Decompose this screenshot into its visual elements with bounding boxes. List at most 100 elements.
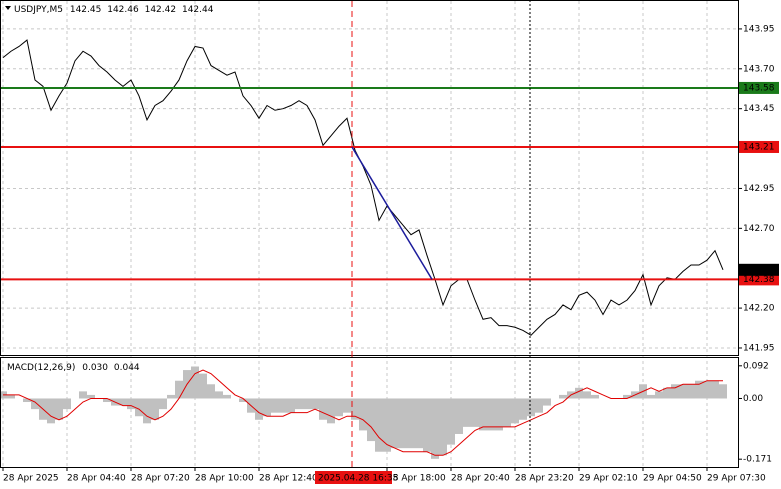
macd-bar (663, 387, 671, 399)
macd-bar (279, 398, 287, 413)
y-tick-label: 143.70 (743, 64, 775, 74)
macd-bar (687, 384, 695, 399)
macd-bar (47, 398, 55, 424)
macd-bar (439, 398, 447, 456)
macd-bar (367, 398, 375, 442)
marks-layer (0, 39, 738, 459)
macd-bar (391, 398, 399, 449)
macd-bar (255, 398, 263, 420)
high: 142.46 (107, 5, 139, 15)
price-tag (739, 263, 779, 276)
macd-bar (327, 398, 335, 424)
grid-layer (1, 1, 738, 467)
macd-panel-border (0, 357, 739, 468)
macd-bar (55, 398, 63, 420)
x-tick-label: 28 Apr 04:40 (67, 474, 126, 484)
y-tick-label: 141.95 (743, 343, 775, 353)
macd-bar (295, 398, 303, 410)
level-tag-label: 143.21 (743, 142, 775, 152)
macd-bar (215, 391, 223, 399)
macd-bar (415, 398, 423, 449)
macd-bar (383, 398, 391, 452)
x-tick-label: 28 Apr 07:20 (131, 474, 190, 484)
level-tag (739, 81, 779, 94)
macd-bar (623, 394, 631, 399)
level-tag-label: 142.38 (743, 275, 775, 285)
macd-bar (335, 398, 343, 417)
y-tick-label: 0.092 (743, 361, 769, 371)
macd-bar (535, 398, 543, 413)
macd-bar (711, 380, 719, 399)
macd-bar (143, 398, 151, 424)
macd-bar (719, 384, 727, 399)
crosshair-box (315, 471, 392, 484)
macd-bar (23, 398, 31, 403)
macd-bar (319, 398, 327, 420)
x-tick-label: 29 Apr 07:30 (707, 474, 766, 484)
open: 142.45 (70, 5, 102, 15)
y-tick-label: 142.70 (743, 224, 775, 234)
macd-bar (471, 398, 479, 427)
macd-bar (199, 373, 207, 399)
macd-bar (503, 398, 511, 427)
price-tag-label: 142.44 (743, 265, 775, 275)
macd-bar (455, 398, 463, 434)
close: 142.44 (182, 5, 214, 15)
x-tick-label: 28 Apr 2025 (3, 474, 59, 484)
macd-bar (575, 387, 583, 399)
macd-bar (167, 394, 175, 399)
macd-bar (31, 398, 39, 410)
macd-bar (175, 380, 183, 399)
x-tick-label: 28 Apr 23:20 (515, 474, 574, 484)
macd-bar (223, 394, 231, 399)
y-tick-label: 0.00 (743, 394, 763, 404)
level-tag (739, 273, 779, 286)
macd-bar (559, 394, 567, 399)
macd-bar (487, 398, 495, 431)
macd-bar (655, 391, 663, 399)
macd-bar (703, 380, 711, 399)
macd-bar (63, 398, 71, 410)
signal-line (3, 369, 723, 456)
y-tick-label: 143.45 (743, 104, 775, 114)
macd-bar (479, 398, 487, 431)
macd-bar (375, 398, 383, 452)
macd-bar (511, 398, 519, 424)
macd-bar (263, 398, 271, 417)
y-tick-label: 142.20 (743, 304, 775, 314)
crosshair-label: 2025.04.28 16:35 (318, 474, 398, 484)
trend-line (351, 146, 433, 280)
macd-bar (407, 398, 415, 449)
symbol: USDJPY,M5 (14, 5, 63, 15)
x-tick-label: 28 Apr 20:40 (451, 474, 510, 484)
macd-bar (271, 398, 279, 413)
x-tick-label: 28 Apr 10:00 (195, 474, 254, 484)
macd-bar (583, 391, 591, 399)
macd-bar (695, 380, 703, 399)
x-tick-label: 28 Apr 18:00 (387, 474, 446, 484)
macd-bar (679, 384, 687, 399)
macd-bar (127, 398, 135, 410)
macd-bar (543, 398, 551, 406)
macd-bar (463, 398, 471, 427)
macd-bar (343, 398, 351, 413)
macd-bar (447, 398, 455, 445)
macd-bar (591, 394, 599, 399)
y-tick-label: -0.171 (743, 455, 772, 465)
chart-header: USDJPY,M5 142.45 142.46 142.42 142.44 (14, 5, 214, 15)
x-tick-label: 28 Apr 12:40 (259, 474, 318, 484)
macd-bar (431, 398, 439, 459)
macd-bar (647, 394, 655, 399)
main-panel-border (0, 0, 739, 356)
macd-bar (287, 398, 295, 413)
macd-bar (7, 394, 15, 399)
macd-bar (311, 398, 319, 410)
x-tick-label: 29 Apr 04:50 (643, 474, 702, 484)
y-tick-label: 142.95 (743, 184, 775, 194)
macd-bar (519, 398, 527, 420)
macd-title: MACD(12,26,9) (7, 363, 75, 373)
macd-bar (303, 398, 311, 410)
low: 142.42 (145, 5, 177, 15)
